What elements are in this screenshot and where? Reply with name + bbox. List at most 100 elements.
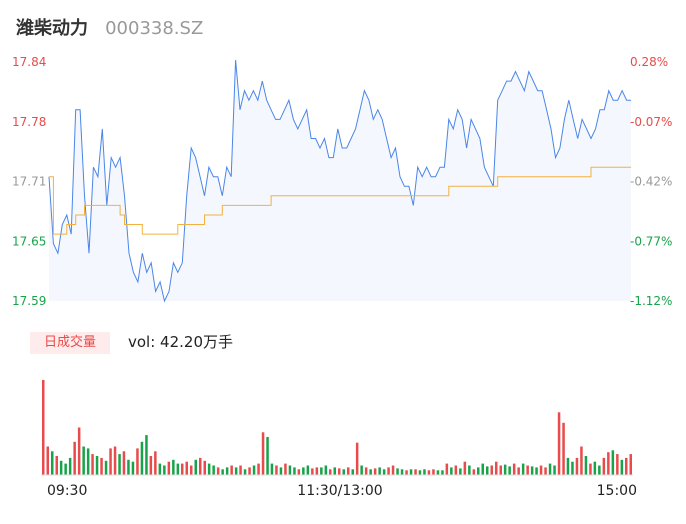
volume-bar: [158, 463, 162, 475]
volume-bar: [261, 432, 265, 476]
volume-badge: 日成交量: [30, 332, 110, 354]
volume-bar: [118, 454, 121, 475]
volume-bar: [145, 435, 148, 475]
volume-bar: [51, 451, 54, 476]
average-line: [49, 166, 631, 235]
volume-bar: [544, 467, 547, 475]
x-tick: 09:30: [47, 483, 87, 499]
volume-bar: [82, 446, 85, 475]
volume-bar: [378, 467, 381, 475]
volume-bar: [517, 467, 520, 475]
volume-bar: [225, 467, 229, 475]
volume-bar: [190, 465, 193, 475]
volume-bar: [176, 463, 180, 475]
y-tick-right: -0.07%: [630, 115, 672, 129]
volume-bar: [530, 466, 534, 475]
volume-bar: [391, 465, 395, 475]
volume-bar: [580, 446, 583, 475]
volume-bars: [42, 380, 632, 476]
volume-bar: [512, 463, 516, 475]
volume-bar: [414, 469, 417, 475]
volume-bar: [252, 465, 256, 475]
volume-bar: [495, 461, 498, 475]
volume-bar: [499, 465, 502, 475]
chart-header: 潍柴动力 000338.SZ: [16, 14, 203, 39]
volume-bar: [167, 461, 171, 475]
volume-bar: [154, 451, 157, 476]
volume-bar: [423, 469, 426, 475]
volume-bar: [234, 467, 238, 475]
volume-bar: [468, 465, 471, 475]
volume-bar: [566, 457, 570, 475]
volume-bar: [311, 468, 314, 476]
volume-bar: [521, 463, 525, 475]
volume-bar: [432, 469, 435, 475]
volume-bar: [490, 465, 493, 475]
volume-bar: [288, 465, 292, 475]
volume-bar: [216, 467, 220, 475]
y-tick-right: -0.77%: [630, 234, 672, 248]
y-tick-left: 17.65: [12, 234, 46, 248]
price-area: [49, 60, 631, 301]
volume-bar: [445, 463, 449, 475]
volume-bar: [364, 467, 368, 475]
volume-bar: [405, 470, 408, 476]
volume-bar: [207, 463, 211, 475]
volume-bar: [181, 463, 184, 475]
volume-bar: [351, 469, 354, 475]
volume-bar: [257, 463, 260, 475]
volume-bar: [293, 467, 296, 475]
volume-bar: [427, 470, 431, 476]
volume-bar: [589, 463, 592, 475]
volume-bar: [297, 469, 301, 475]
volume-bar: [454, 465, 458, 475]
volume-bar: [535, 467, 538, 475]
volume-bar: [199, 457, 202, 475]
volume-bar: [382, 469, 386, 475]
volume-bar: [86, 448, 90, 475]
volume-bar: [396, 468, 399, 476]
y-tick-left: 17.59: [12, 294, 46, 308]
volume-bar: [598, 465, 601, 475]
volume-bar: [68, 457, 72, 475]
volume-bar: [302, 467, 305, 475]
volume-bar: [355, 442, 359, 475]
volume-bar: [91, 454, 94, 475]
x-tick: 15:00: [597, 483, 637, 499]
y-tick-left: 17.84: [12, 55, 46, 69]
volume-bar: [100, 457, 103, 475]
volume-bar: [602, 457, 606, 475]
x-axis: 09:30 11:30/13:00 15:00: [47, 483, 637, 499]
volume-bar: [441, 470, 444, 476]
volume-bar: [248, 467, 251, 475]
volume-bar: [629, 454, 632, 475]
y-axis-right: 0.28% -0.07% -0.42% -0.77% -1.12%: [630, 55, 672, 308]
volume-bar: [593, 461, 597, 475]
volume-bar: [481, 463, 484, 475]
y-tick-left: 17.78: [12, 115, 46, 129]
volume-bar: [625, 457, 628, 475]
volume-bar: [611, 450, 615, 475]
volume-bar: [136, 448, 139, 475]
volume-bar: [607, 452, 610, 475]
volume-bar: [279, 467, 283, 475]
volume-bar: [320, 467, 323, 475]
volume-bar: [131, 461, 135, 475]
volume-bar: [539, 465, 543, 475]
volume-bar: [140, 441, 144, 476]
volume-bar: [342, 469, 345, 475]
x-tick: 11:30/13:00: [297, 483, 382, 499]
volume-bar: [333, 467, 336, 475]
volume-bar: [373, 468, 377, 476]
volume-bar: [459, 468, 462, 476]
volume-bar: [306, 465, 310, 475]
volume-bar: [127, 459, 130, 475]
volume-bar: [59, 460, 63, 476]
volume-bar: [55, 456, 58, 475]
volume-bar: [163, 465, 166, 475]
volume-bar: [230, 465, 233, 475]
volume-bar: [324, 465, 328, 475]
volume-bar: [436, 470, 440, 476]
volume-bar: [113, 446, 117, 475]
